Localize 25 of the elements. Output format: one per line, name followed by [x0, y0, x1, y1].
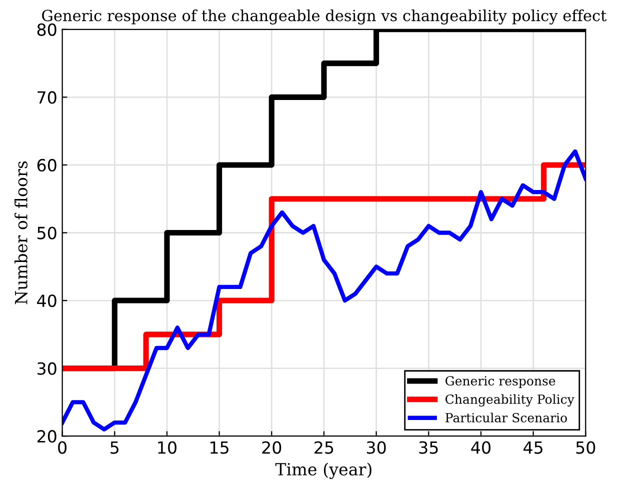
x-tick-label: 45 [524, 441, 542, 454]
x-axis-title: Time (year) [275, 462, 372, 480]
x-tick-label: 10 [158, 441, 176, 454]
x-tick-label: 50 [576, 441, 596, 454]
legend-label: Changeability Policy [446, 394, 574, 406]
x-tick-label: 20 [262, 441, 282, 454]
y-tick-label: 50 [38, 226, 56, 240]
legend-label: Generic response [446, 376, 556, 388]
y-tick-label: 40 [37, 294, 56, 308]
y-axis-title: Number of floors [14, 161, 28, 304]
line-series [62, 149, 586, 432]
x-tick-label: 35 [419, 441, 438, 454]
x-tick-label: 15 [210, 441, 228, 454]
x-tick-label: 25 [314, 441, 334, 454]
y-tick-label: 60 [37, 158, 56, 172]
x-tick-label: 30 [366, 441, 386, 454]
y-tick-label: 70 [38, 91, 56, 104]
chart-title: Generic response of the changeable design vs changeability policy effect [42, 9, 607, 24]
x-tick-label: 5 [110, 441, 118, 454]
legend-label: Particular Scenario [446, 412, 567, 422]
x-tick-label: 0 [58, 441, 66, 454]
x-tick-label: 40 [471, 441, 490, 454]
y-tick-label: 80 [37, 23, 56, 36]
y-tick-label: 20 [37, 430, 56, 443]
y-tick-label: 30 [38, 362, 56, 375]
